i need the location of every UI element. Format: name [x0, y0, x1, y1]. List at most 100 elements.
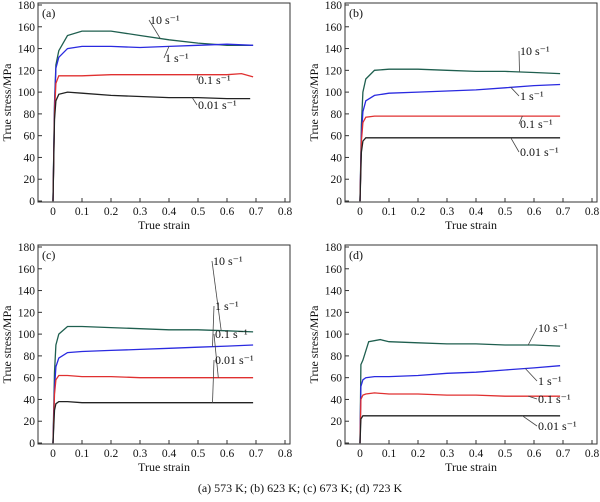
series-line-3 — [359, 415, 561, 444]
leader-line — [510, 137, 520, 153]
plot-frame — [344, 2, 598, 203]
x-tick-label: 0 — [50, 206, 56, 218]
x-tick-label: 0.6 — [527, 448, 542, 460]
leader-line — [522, 415, 538, 427]
x-tick-label: 0.5 — [191, 206, 206, 218]
series-label: 0.01 s⁻¹ — [538, 419, 577, 433]
y-tick-label: 80 — [24, 351, 36, 363]
leader-line — [148, 19, 161, 39]
y-tick-label: 20 — [331, 174, 343, 186]
y-tick-label: 180 — [325, 0, 343, 12]
series-line-1 — [52, 344, 254, 444]
x-axis-label: True strain — [138, 218, 190, 232]
y-tick-label: 180 — [18, 0, 36, 12]
x-tick-label: 0.3 — [133, 206, 148, 218]
panel-label: (b) — [349, 6, 363, 20]
x-tick-label: 0 — [357, 448, 363, 460]
leader-line — [212, 305, 215, 347]
series-line-0 — [52, 325, 254, 444]
series-label: 1 s⁻¹ — [538, 374, 562, 388]
y-axis-label: True stress/MPa — [307, 63, 321, 142]
y-tick-label: 180 — [18, 242, 36, 254]
leader-line — [525, 368, 538, 382]
x-tick-label: 0 — [50, 448, 56, 460]
y-tick-label: 40 — [24, 394, 36, 406]
y-tick-label: 80 — [24, 109, 36, 121]
y-tick-label: 20 — [24, 416, 36, 428]
x-tick-label: 0.2 — [411, 448, 426, 460]
x-tick-label: 0 — [357, 206, 363, 218]
series-label: 10 s⁻¹ — [520, 44, 550, 58]
y-tick-label: 100 — [325, 87, 343, 99]
panel-label: (a) — [42, 6, 55, 20]
y-tick-label: 20 — [331, 416, 343, 428]
y-tick-label: 60 — [331, 131, 343, 143]
x-tick-label: 0.6 — [527, 206, 542, 218]
y-tick-label: 120 — [18, 65, 36, 77]
leader-line — [518, 115, 523, 125]
y-tick-label: 120 — [325, 65, 343, 77]
y-tick-label: 160 — [325, 22, 343, 34]
x-tick-label: 0.3 — [133, 448, 148, 460]
x-tick-label: 0.5 — [498, 206, 513, 218]
y-tick-label: 0 — [336, 196, 342, 208]
y-tick-label: 40 — [331, 152, 343, 164]
x-tick-label: 0.4 — [469, 448, 484, 460]
series-line-2 — [359, 392, 561, 444]
panel-label: (d) — [349, 248, 363, 262]
y-tick-label: 180 — [325, 242, 343, 254]
series-line-3 — [359, 137, 561, 202]
leader-line — [191, 97, 198, 106]
leader-line — [211, 260, 222, 331]
y-tick-label: 100 — [18, 87, 36, 99]
series-label: 0.1 s⁻¹ — [520, 117, 553, 131]
x-tick-label: 0.4 — [162, 448, 177, 460]
y-tick-label: 0 — [29, 438, 35, 450]
figure-caption: (a) 573 K; (b) 623 K; (c) 673 K; (d) 723… — [198, 481, 403, 495]
y-tick-label: 160 — [325, 264, 343, 276]
y-axis-label: True stress/MPa — [0, 305, 14, 384]
series-line-2 — [359, 115, 561, 202]
leader-line — [527, 327, 538, 346]
y-tick-label: 0 — [29, 196, 35, 208]
x-axis-label: True strain — [445, 218, 497, 232]
leader-line — [518, 50, 520, 72]
y-axis-label: True stress/MPa — [0, 63, 14, 142]
series-line-3 — [52, 400, 254, 444]
x-tick-label: 0.7 — [249, 206, 264, 218]
y-tick-label: 140 — [18, 44, 36, 56]
series-line-2 — [52, 72, 254, 202]
y-tick-label: 20 — [24, 174, 36, 186]
plot-frame — [37, 2, 291, 203]
y-tick-label: 60 — [24, 373, 36, 385]
series-label: 0.1 s⁻¹ — [215, 327, 248, 341]
leader-line — [213, 333, 219, 378]
leader-line — [510, 87, 520, 97]
y-tick-label: 60 — [331, 373, 343, 385]
series-line-1 — [359, 83, 561, 202]
leader-line — [212, 359, 215, 403]
x-tick-label: 0.8 — [278, 206, 293, 218]
x-tick-label: 0.4 — [469, 206, 484, 218]
series-label: 0.01 s⁻¹ — [198, 98, 237, 112]
panel-d: 0 0.1 0.2 0.3 0.4 0.5 0.6 0.7 0.8 0 20 40 60 80 100 120… — [307, 242, 599, 474]
series-label: 10 s⁻¹ — [538, 321, 568, 335]
x-tick-label: 0.8 — [585, 206, 600, 218]
series-label: 0.01 s⁻¹ — [215, 353, 254, 367]
x-tick-label: 0.4 — [162, 206, 177, 218]
panel-c: 0 0.1 0.2 0.3 0.4 0.5 0.6 0.7 0.8 0 20 40 60 80 100 120… — [0, 242, 292, 474]
x-tick-label: 0.2 — [411, 206, 426, 218]
x-axis-label: True strain — [445, 460, 497, 474]
series-line-3 — [52, 91, 251, 202]
panel-label: (c) — [42, 248, 55, 262]
series-line-0 — [359, 338, 561, 444]
series-label: 0.01 s⁻¹ — [520, 145, 559, 159]
series-line-0 — [359, 68, 561, 202]
panel-a: 0 0.1 0.2 0.3 0.4 0.5 0.6 0.7 0.8 0 20 40 60 80 100 120… — [0, 0, 292, 232]
series-label: 1 s⁻¹ — [165, 51, 189, 65]
x-tick-label: 0.1 — [382, 206, 397, 218]
y-tick-label: 140 — [325, 286, 343, 298]
x-tick-label: 0.7 — [249, 448, 264, 460]
x-tick-label: 0.8 — [585, 448, 600, 460]
